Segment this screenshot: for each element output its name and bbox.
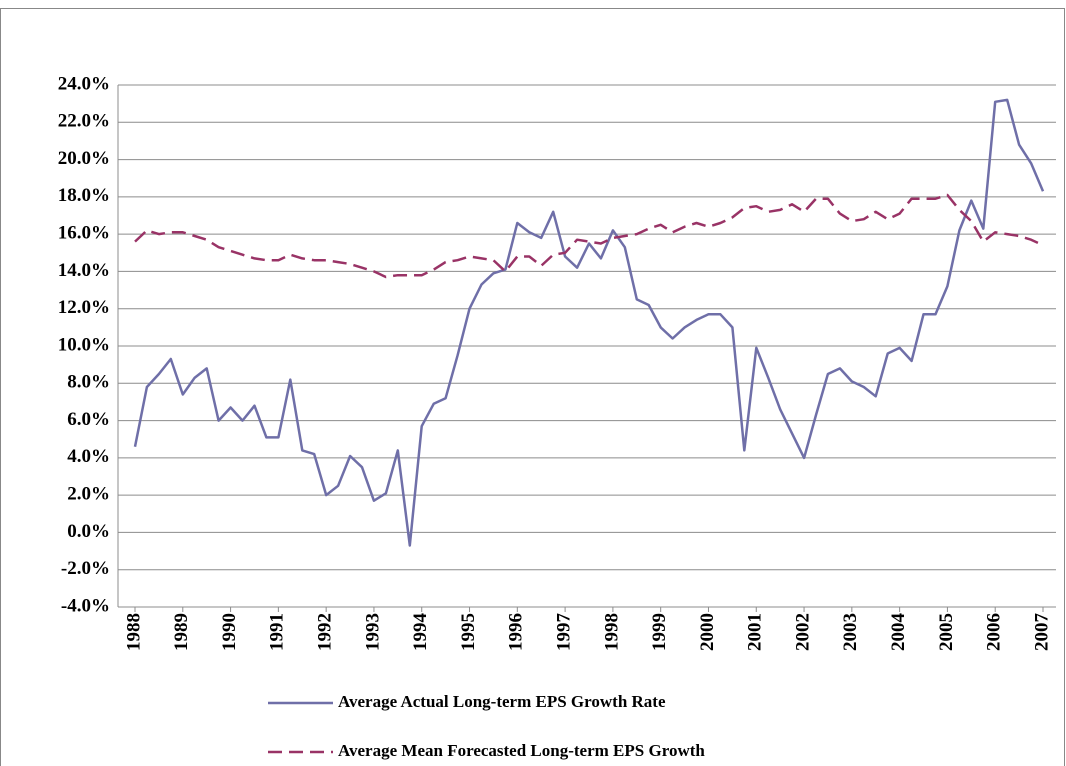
x-tick-label: 2005 bbox=[936, 613, 957, 651]
legend-label: Average Mean Forecasted Long-term EPS Gr… bbox=[338, 741, 705, 760]
chart-frame bbox=[0, 8, 1065, 766]
y-tick-label: 22.0% bbox=[58, 111, 110, 132]
y-tick-label: 6.0% bbox=[67, 409, 110, 430]
y-tick-label: 10.0% bbox=[58, 334, 110, 355]
x-tick-label: 1997 bbox=[553, 613, 574, 652]
x-tick-label: 2001 bbox=[745, 613, 766, 651]
x-tick-label: 1999 bbox=[649, 613, 670, 651]
x-tick-label: 2004 bbox=[888, 613, 909, 652]
data-line bbox=[133, 98, 1045, 547]
y-tick-label: 18.0% bbox=[58, 185, 110, 206]
y-tick-label: 24.0% bbox=[58, 73, 110, 94]
y-tick-label: -4.0% bbox=[61, 595, 110, 616]
x-tick-label: 1998 bbox=[601, 613, 622, 651]
x-tick-label: 2002 bbox=[792, 613, 813, 651]
x-tick-label: 2006 bbox=[984, 613, 1005, 651]
y-tick-label: 4.0% bbox=[67, 446, 110, 467]
x-tick-label: 1995 bbox=[458, 613, 479, 651]
y-tick-label: 0.0% bbox=[67, 521, 110, 542]
x-tick-label: 1988 bbox=[123, 613, 144, 651]
x-tick-label: 2003 bbox=[840, 613, 861, 651]
x-tick-label: 1996 bbox=[506, 613, 527, 651]
x-tick-label: 1992 bbox=[315, 613, 336, 651]
x-tick-label: 2007 bbox=[1031, 613, 1052, 652]
x-tick-label: 1993 bbox=[362, 613, 383, 651]
y-tick-label: 14.0% bbox=[58, 260, 110, 281]
x-tick-label: 1991 bbox=[267, 613, 288, 651]
legend-label: Average Actual Long-term EPS Growth Rate bbox=[338, 692, 666, 711]
x-tick-label: 2000 bbox=[697, 613, 718, 651]
y-tick-label: 12.0% bbox=[58, 297, 110, 318]
x-tick-label: 1994 bbox=[410, 613, 431, 652]
x-tick-label: 1990 bbox=[219, 613, 240, 651]
y-tick-label: 20.0% bbox=[58, 148, 110, 169]
y-tick-label: -2.0% bbox=[61, 558, 110, 579]
y-tick-label: 2.0% bbox=[67, 484, 110, 505]
y-tick-label: 8.0% bbox=[67, 372, 110, 393]
y-tick-label: 16.0% bbox=[58, 223, 110, 244]
x-tick-label: 1989 bbox=[171, 613, 192, 651]
